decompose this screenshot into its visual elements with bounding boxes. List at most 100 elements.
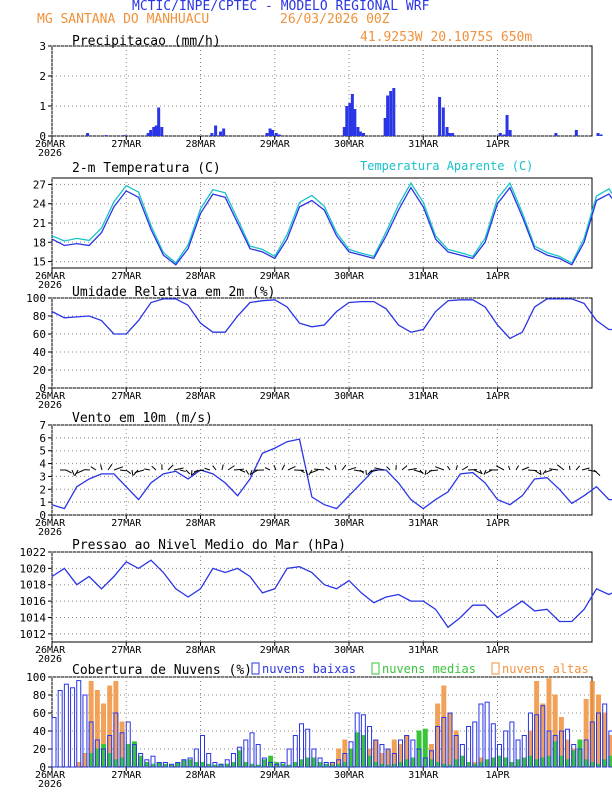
mid-cloud-bar (125, 744, 131, 768)
low-cloud-bar (292, 735, 298, 768)
x-tick-label: 31MAR (408, 645, 439, 656)
low-cloud-bar (391, 753, 397, 768)
x-tick-label: 31MAR (408, 391, 439, 402)
low-cloud-bar (354, 712, 360, 768)
low-cloud-bar (131, 744, 137, 768)
low-cloud-bar (200, 735, 205, 768)
low-cloud-bar (113, 712, 119, 768)
low-cloud-bar (558, 730, 564, 768)
low-cloud-bar (76, 680, 82, 768)
wind-arrow (281, 464, 286, 471)
mid-cloud-bar (230, 762, 236, 768)
low-cloud-bar (571, 744, 577, 768)
x-tick-label: 27MAR (111, 770, 142, 781)
x-tick-label: 30MAR (334, 391, 365, 402)
y-tick-label: 0 (39, 130, 46, 143)
mid-cloud-bar (428, 759, 434, 768)
low-cloud-bar (509, 721, 515, 768)
x-tick-label: 26MAR (35, 391, 66, 402)
cloud-legend-label: nuvens altas (502, 662, 589, 676)
precip-bar (154, 125, 158, 136)
mid-cloud-bar (410, 757, 416, 768)
x-tick-label: 29MAR (260, 645, 291, 656)
low-cloud-bar (169, 763, 175, 768)
low-cloud-bar (453, 735, 459, 768)
mid-cloud-bar (558, 755, 564, 768)
y-tick-label: 1022 (20, 546, 47, 559)
mid-cloud-bar (404, 759, 410, 768)
mid-cloud-bar (515, 759, 521, 768)
x-tick-label: 29MAR (260, 518, 291, 529)
low-cloud-bar (478, 703, 484, 768)
temperature-line (51, 186, 612, 266)
mid-cloud-bar (484, 759, 490, 768)
precip-bar (214, 125, 218, 136)
precip-bar (445, 127, 449, 136)
y-tick-label: 6 (39, 432, 46, 445)
y-tick-label: 1 (39, 100, 46, 113)
y-tick-label: 40 (33, 725, 46, 738)
low-cloud-bar (589, 721, 595, 768)
precip-bar (502, 134, 506, 136)
mid-cloud-bar (237, 750, 243, 768)
precip-bar (599, 134, 603, 136)
wind-arrow (273, 465, 277, 471)
wind-arrow (542, 469, 547, 475)
low-cloud-bar (410, 739, 416, 768)
panel-title: Cobertura de Nuvens (%) (72, 663, 252, 678)
precip-bar (392, 88, 396, 136)
x-tick-label: 31MAR (408, 518, 439, 529)
x-tick-label: 26MAR (35, 518, 66, 529)
wind-arrow (407, 467, 417, 471)
x-tick-label: 27MAR (111, 391, 142, 402)
mid-cloud-bar (261, 759, 267, 768)
humidity-line (51, 298, 612, 340)
low-cloud-bar (162, 762, 168, 768)
high-cloud-bar (596, 694, 601, 768)
wind-arrow (249, 469, 253, 476)
low-cloud-bar (144, 759, 150, 768)
high-cloud-bar (435, 703, 441, 768)
low-cloud-bar (329, 762, 335, 768)
precip-bar (274, 133, 278, 136)
low-cloud-bar (212, 762, 218, 768)
low-cloud-bar (119, 732, 125, 768)
high-cloud-bar (113, 681, 119, 768)
y-tick-label: 2 (39, 483, 46, 496)
legend-swatch (251, 662, 260, 675)
wind-arrow (507, 465, 511, 471)
x-tick-label: 29MAR (260, 271, 291, 282)
low-cloud-bar (540, 705, 546, 768)
panel-title: Pressao ao Nivel Medio do Mar (hPa) (72, 538, 346, 553)
y-tick-label: 15 (33, 256, 46, 269)
low-cloud-bar (156, 762, 162, 768)
low-cloud-bar (268, 762, 274, 768)
high-cloud-bar (76, 762, 82, 768)
x-tick-label: 27MAR (111, 518, 142, 529)
mid-cloud-bar (509, 762, 515, 768)
wind-arrow (359, 469, 365, 474)
wind-arrow (461, 465, 469, 471)
year-label: 2026 (38, 400, 62, 411)
wind-arrow (144, 468, 151, 471)
y-tick-label: 20 (33, 364, 46, 377)
low-cloud-bar (515, 739, 521, 768)
run-date-label: 26/03/2026 00Z (280, 12, 390, 27)
precip-bar (345, 106, 349, 136)
precip-bar (277, 134, 281, 136)
mid-cloud-bar (144, 762, 150, 768)
x-tick-label: 28MAR (185, 271, 216, 282)
low-cloud-bar (101, 748, 106, 768)
x-tick-label: 31MAR (408, 770, 439, 781)
mid-cloud-bar (521, 757, 527, 768)
x-tick-label: 30MAR (334, 518, 365, 529)
x-tick-label: 27MAR (111, 645, 142, 656)
wind-arrow (557, 464, 565, 471)
y-tick-label: 1012 (20, 628, 47, 641)
y-tick-label: 60 (33, 328, 46, 341)
year-label: 2026 (38, 527, 62, 538)
low-cloud-bar (472, 721, 478, 768)
mid-cloud-bar (200, 762, 205, 768)
wind-arrow (131, 469, 134, 476)
wind-arrow (533, 469, 542, 476)
